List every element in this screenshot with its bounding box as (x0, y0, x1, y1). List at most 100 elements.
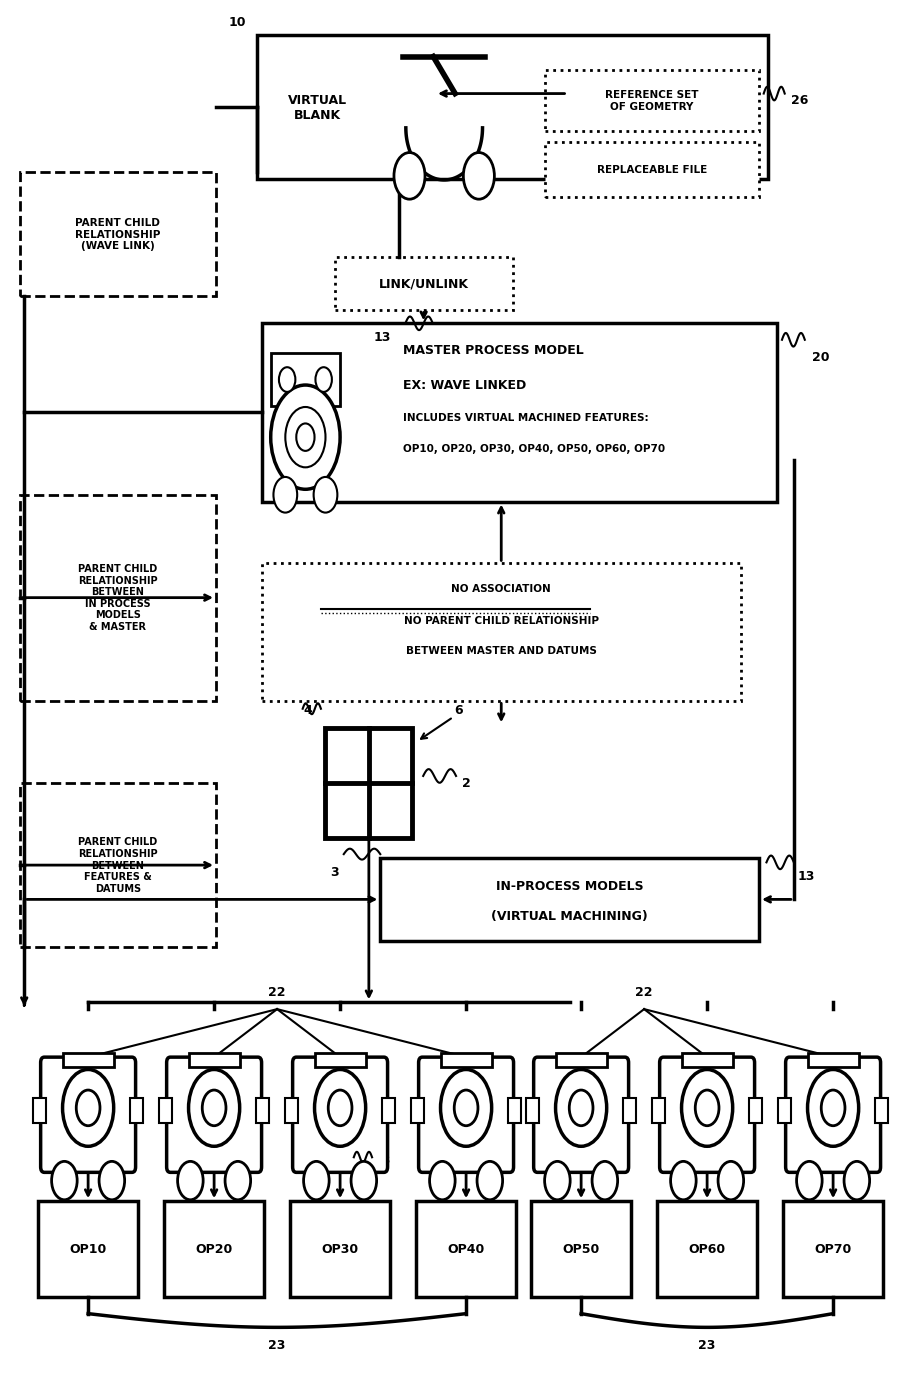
FancyBboxPatch shape (659, 1057, 754, 1172)
Circle shape (274, 477, 297, 513)
Circle shape (807, 1069, 858, 1146)
Text: 4: 4 (303, 703, 311, 717)
FancyBboxPatch shape (785, 1057, 880, 1172)
Text: OP10: OP10 (70, 1242, 107, 1256)
Bar (19, 783, 216, 948)
Circle shape (821, 1090, 845, 1125)
Text: NO ASSOCIATION: NO ASSOCIATION (451, 584, 551, 594)
Bar (285, 1098, 298, 1123)
Text: 3: 3 (329, 866, 339, 878)
Bar (656, 1201, 757, 1297)
Circle shape (99, 1161, 124, 1200)
Text: 26: 26 (791, 95, 808, 107)
Text: REPLACEABLE FILE: REPLACEABLE FILE (597, 165, 706, 174)
Bar (33, 1098, 46, 1123)
Bar (544, 70, 759, 132)
Circle shape (178, 1161, 203, 1200)
Bar (782, 1201, 883, 1297)
Circle shape (76, 1090, 100, 1125)
Bar (508, 1098, 521, 1123)
Bar (19, 173, 216, 297)
Text: IN-PROCESS MODELS: IN-PROCESS MODELS (496, 879, 643, 892)
Circle shape (429, 1161, 455, 1200)
Circle shape (681, 1069, 732, 1146)
Text: OP60: OP60 (688, 1242, 725, 1256)
Circle shape (328, 1090, 351, 1125)
FancyBboxPatch shape (167, 1057, 262, 1172)
Text: BETWEEN MASTER AND DATUMS: BETWEEN MASTER AND DATUMS (405, 646, 597, 655)
Circle shape (315, 367, 331, 392)
Bar (807, 1052, 858, 1066)
Bar (440, 1052, 491, 1066)
Bar (334, 258, 512, 311)
Bar (271, 353, 339, 405)
Circle shape (313, 477, 337, 513)
Text: OP50: OP50 (562, 1242, 599, 1256)
Text: EX: WAVE LINKED: EX: WAVE LINKED (403, 378, 526, 392)
Text: 13: 13 (373, 331, 391, 344)
Bar (262, 324, 777, 502)
Bar (188, 1052, 240, 1066)
Text: INCLUDES VIRTUAL MACHINED FEATURES:: INCLUDES VIRTUAL MACHINED FEATURES: (403, 412, 648, 423)
FancyBboxPatch shape (40, 1057, 135, 1172)
Text: OP40: OP40 (447, 1242, 484, 1256)
Bar (544, 143, 759, 198)
Circle shape (463, 153, 494, 199)
Bar (382, 1098, 394, 1123)
Circle shape (717, 1161, 743, 1200)
Bar (531, 1201, 630, 1297)
Text: 2: 2 (462, 776, 471, 790)
Bar (526, 1098, 539, 1123)
Circle shape (555, 1069, 607, 1146)
Bar (681, 1052, 732, 1066)
Circle shape (440, 1069, 491, 1146)
Text: 13: 13 (373, 1154, 391, 1167)
Text: OP30: OP30 (321, 1242, 359, 1256)
Circle shape (544, 1161, 570, 1200)
Text: VIRTUAL
BLANK: VIRTUAL BLANK (287, 93, 347, 122)
FancyBboxPatch shape (293, 1057, 387, 1172)
Circle shape (279, 367, 296, 392)
Bar (256, 1098, 269, 1123)
Circle shape (454, 1090, 478, 1125)
Circle shape (670, 1161, 695, 1200)
Circle shape (296, 423, 314, 451)
Text: REFERENCE SET
OF GEOMETRY: REFERENCE SET OF GEOMETRY (605, 91, 698, 111)
Circle shape (477, 1161, 502, 1200)
Bar (159, 1098, 172, 1123)
Bar (651, 1098, 664, 1123)
Circle shape (285, 407, 325, 467)
Bar (875, 1098, 888, 1123)
Bar (380, 859, 759, 941)
Bar (555, 1052, 607, 1066)
Text: 23: 23 (698, 1338, 716, 1351)
Circle shape (202, 1090, 226, 1125)
Text: PARENT CHILD
RELATIONSHIP
BETWEEN
IN PROCESS
MODELS
& MASTER: PARENT CHILD RELATIONSHIP BETWEEN IN PRO… (78, 563, 157, 632)
Bar (164, 1201, 264, 1297)
Text: PARENT CHILD
RELATIONSHIP
BETWEEN
FEATURES &
DATUMS: PARENT CHILD RELATIONSHIP BETWEEN FEATUR… (78, 837, 157, 893)
Bar (748, 1098, 761, 1123)
Text: MASTER PROCESS MODEL: MASTER PROCESS MODEL (403, 345, 584, 357)
Bar (622, 1098, 635, 1123)
Text: 20: 20 (812, 350, 829, 364)
Text: 23: 23 (268, 1338, 285, 1351)
Circle shape (569, 1090, 593, 1125)
Bar (325, 728, 412, 838)
Text: NO PARENT CHILD RELATIONSHIP: NO PARENT CHILD RELATIONSHIP (404, 616, 598, 625)
Circle shape (796, 1161, 822, 1200)
Bar (314, 1052, 365, 1066)
Bar (62, 1052, 113, 1066)
Text: PARENT CHILD
RELATIONSHIP
(WAVE LINK): PARENT CHILD RELATIONSHIP (WAVE LINK) (75, 218, 160, 251)
Circle shape (694, 1090, 718, 1125)
Bar (411, 1098, 424, 1123)
Bar (290, 1201, 390, 1297)
Text: OP70: OP70 (813, 1242, 851, 1256)
Bar (262, 563, 740, 701)
Text: 22: 22 (635, 985, 652, 999)
Text: OP10, OP20, OP30, OP40, OP50, OP60, OP70: OP10, OP20, OP30, OP40, OP50, OP60, OP70 (403, 444, 664, 455)
Circle shape (188, 1069, 240, 1146)
Bar (257, 36, 768, 180)
Bar (19, 495, 216, 701)
Text: 13: 13 (797, 870, 814, 882)
Circle shape (271, 385, 339, 489)
